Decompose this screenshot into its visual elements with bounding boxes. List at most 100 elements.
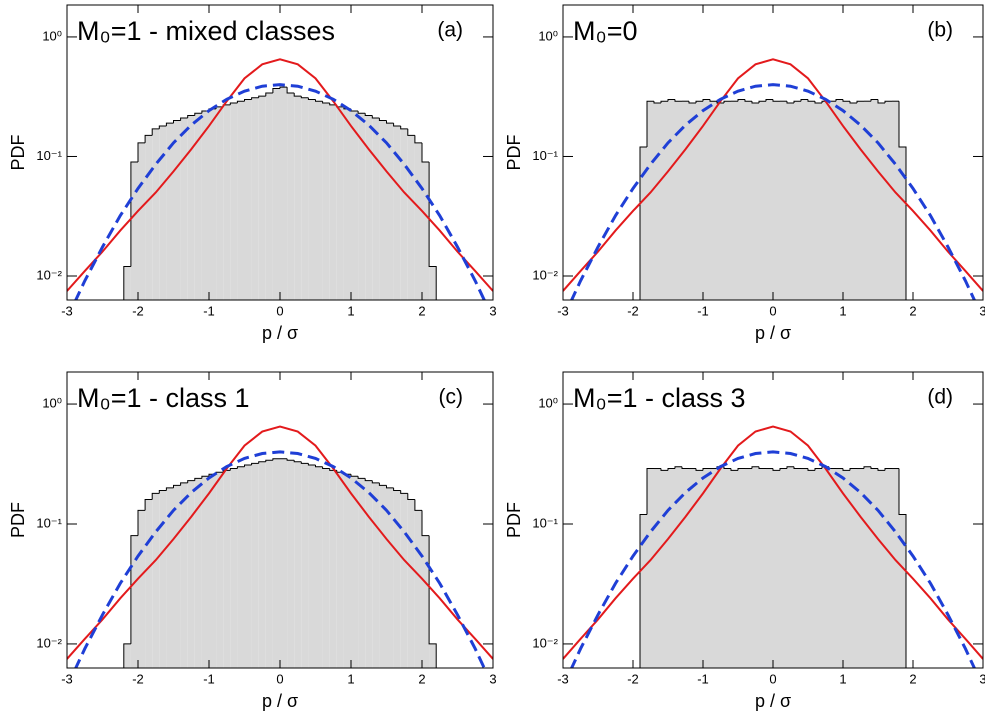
bar — [731, 470, 738, 668]
hist-step — [130, 161, 138, 267]
panel: -3 -2 -1 0 1 2 3 10⁻² 10⁻¹ 10⁰ p / σ PDF M₀=1 - clas… — [8, 371, 497, 711]
hist-step — [364, 113, 373, 117]
x-axis-label: p / σ — [262, 691, 298, 711]
bar — [237, 101, 245, 300]
bar — [871, 468, 878, 668]
hist-step — [236, 100, 245, 104]
bar — [365, 115, 373, 300]
bar — [272, 88, 280, 300]
hist-step — [407, 128, 415, 136]
hist-step — [877, 468, 885, 471]
hist-step — [653, 101, 661, 104]
hist-step — [123, 266, 131, 300]
curve — [67, 425, 493, 660]
bar — [843, 470, 850, 668]
hist-step — [786, 101, 794, 104]
x-tick-label: 2 — [418, 303, 425, 318]
x-tick-label: 3 — [489, 303, 496, 318]
bar — [780, 468, 787, 668]
bar — [892, 101, 899, 300]
hist-step — [751, 101, 759, 104]
x-tick-label: -1 — [697, 303, 709, 318]
hist-step — [258, 95, 266, 98]
hist-step — [386, 120, 394, 124]
bar — [287, 92, 295, 300]
x-tick-label: -1 — [203, 671, 215, 686]
panel-title: M₀=1 - class 3 — [573, 383, 746, 413]
hist-step — [144, 134, 153, 143]
bar — [351, 111, 359, 300]
hist-step — [300, 461, 309, 464]
hist-step — [856, 100, 864, 104]
hist-step — [702, 468, 710, 471]
hist-step — [800, 98, 808, 102]
hist-step — [322, 466, 330, 470]
hist-step — [137, 509, 146, 536]
bar — [216, 106, 224, 300]
bar — [230, 103, 238, 300]
bar — [829, 468, 836, 668]
hist-step — [236, 466, 245, 469]
bar — [717, 103, 724, 300]
bar — [251, 97, 259, 300]
x-tick-label: 0 — [276, 671, 283, 686]
hist-step — [716, 101, 724, 104]
hist-step — [407, 493, 415, 501]
hist-step — [229, 468, 238, 471]
bar — [668, 468, 675, 668]
hist-step — [357, 476, 366, 479]
hist-step — [870, 98, 878, 102]
bar — [287, 460, 295, 668]
bar — [372, 482, 380, 668]
hist-step — [151, 492, 160, 500]
x-tick-label: 2 — [418, 671, 425, 686]
plot-area — [563, 425, 983, 668]
hist-step — [730, 468, 738, 471]
hist-step — [646, 468, 654, 515]
hist-step — [849, 101, 857, 104]
hist-step — [751, 466, 759, 469]
bar — [244, 99, 252, 300]
bar — [429, 643, 437, 668]
hist-step — [674, 99, 682, 102]
hist-step — [272, 458, 280, 461]
hist-step — [371, 480, 380, 484]
hist-step — [400, 490, 408, 494]
bar — [878, 470, 885, 668]
bar — [640, 147, 647, 300]
bar — [152, 493, 160, 668]
bar — [166, 123, 174, 300]
hist-step — [793, 100, 801, 104]
curve — [563, 425, 983, 660]
bar — [759, 101, 766, 300]
bar — [794, 101, 801, 300]
x-tick-label: 0 — [769, 671, 776, 686]
hist-step — [272, 88, 280, 93]
hist-step — [201, 475, 209, 479]
bar — [187, 480, 195, 668]
bar — [343, 474, 351, 668]
hist-step — [180, 117, 188, 121]
bar — [843, 101, 850, 300]
bar — [871, 99, 878, 300]
bar — [209, 108, 217, 300]
x-tick-label: -3 — [557, 671, 569, 686]
x-tick-label: 1 — [839, 671, 846, 686]
bar — [689, 103, 696, 300]
bar — [166, 487, 174, 668]
bar — [358, 113, 366, 300]
hist-step — [737, 468, 745, 471]
hist-step — [660, 468, 668, 471]
curve — [569, 450, 977, 668]
bar — [379, 120, 387, 300]
hist-step — [173, 484, 181, 488]
bar — [654, 468, 661, 668]
bar — [808, 470, 815, 668]
hist-step — [849, 468, 857, 471]
bar — [386, 123, 394, 300]
panel-label: (c) — [439, 386, 464, 409]
bar — [857, 101, 864, 300]
hist-step — [674, 466, 682, 469]
bar — [773, 470, 780, 668]
